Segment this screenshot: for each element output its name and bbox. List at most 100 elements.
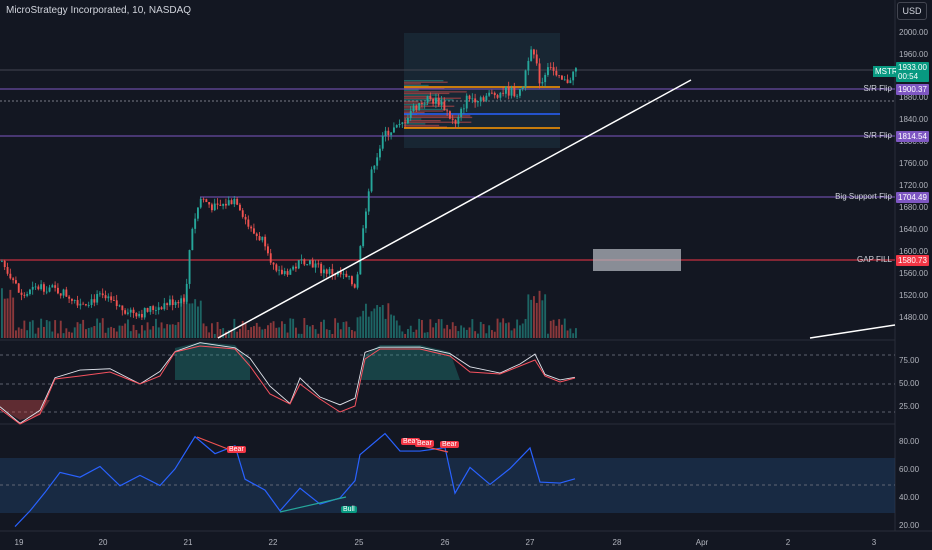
volume-bar [342,322,345,338]
volume-bar [451,322,454,338]
profile-row [404,116,473,119]
volume-bar [68,331,71,338]
volume-bar [370,311,373,338]
volume-bar [107,327,110,338]
candle-body [85,304,87,306]
price-tick: 1840.00 [899,115,928,124]
candle-body [384,130,387,137]
candle-body [563,79,566,81]
candle-body [264,236,267,247]
volume-bar [65,328,68,338]
candle-body [68,296,71,299]
volume-bars [1,288,577,338]
volume-bar [393,315,395,338]
volume-bar [135,329,138,338]
bull-signal: Bull [341,506,357,513]
candle-body [160,307,163,310]
stoch-d-line [0,345,576,425]
volume-bar [409,325,412,338]
volume-bar [510,330,513,338]
volume-bar [199,300,202,338]
volume-bar [482,324,485,338]
volume-bar [211,323,213,338]
volume-bar [129,331,132,338]
price-tick: 1760.00 [899,159,928,168]
candle-body [127,312,129,314]
volume-bar [513,328,516,338]
volume-bar [309,326,311,338]
volume-bar [345,321,348,338]
time-tick: 19 [14,538,24,547]
volume-bar [51,331,54,338]
candle-body [524,70,527,88]
candle-body [463,108,465,110]
volume-bar [90,327,93,338]
volume-bar [421,320,423,338]
candle-body [314,263,317,268]
volume-bar [471,319,474,338]
candle-body [216,203,219,205]
candle-body [286,271,289,275]
volume-bar [152,326,155,338]
candle-body [519,88,521,96]
currency-button[interactable]: USD [897,2,927,20]
volume-bar [6,298,9,338]
candle-body [418,103,421,110]
volume-bar [295,327,297,338]
volume-bar [205,326,208,338]
candle-body [566,79,569,84]
candle-body [300,259,303,261]
candle-body [407,117,409,124]
candle-body [76,300,79,306]
volume-bar [530,299,533,338]
volume-bar [48,321,51,338]
volume-bar [183,294,185,338]
volume-bar [429,319,432,338]
candle-body [320,263,323,274]
candle-body [278,269,281,271]
profile-row [404,89,419,91]
candle-body [443,101,446,111]
profile-row [404,80,444,82]
profile-row [404,118,422,120]
volume-bar [213,333,216,338]
volume-bar [535,302,538,338]
candle-body [227,200,230,206]
volume-bar [549,320,552,338]
candle-body [569,80,572,84]
candle-body [37,286,40,290]
candle-body [541,82,544,84]
volume-bar [524,318,527,338]
candle-body [26,294,29,296]
candle-body [23,294,26,296]
time-tick: 2 [785,538,791,547]
volume-bar [155,318,157,338]
sr-flip-label-2: S/R Flip [863,131,892,140]
candle-body [104,295,107,299]
candle-body [323,269,325,274]
candle-body [575,68,577,72]
candle-body [12,278,15,281]
candle-body [544,74,547,83]
volume-bar [87,327,90,338]
volume-bar [62,333,65,338]
candle-body [253,228,255,234]
candle-body [121,305,124,311]
volume-bar [202,323,205,338]
volume-bar [54,320,57,338]
volume-bar [401,331,404,338]
candle-body [247,219,250,227]
candle-body [194,218,197,229]
candle-body [177,302,180,304]
profile-row [404,96,432,98]
last-price-value: 1933.00 [898,63,927,72]
candle-body [549,67,552,68]
candle-body [29,289,31,295]
profile-row [404,99,454,101]
horizontal-levels [0,69,895,271]
stoch-tick: 75.00 [899,356,920,365]
candle-body [174,302,177,306]
volume-bar [407,329,409,338]
volume-bar [426,332,429,338]
